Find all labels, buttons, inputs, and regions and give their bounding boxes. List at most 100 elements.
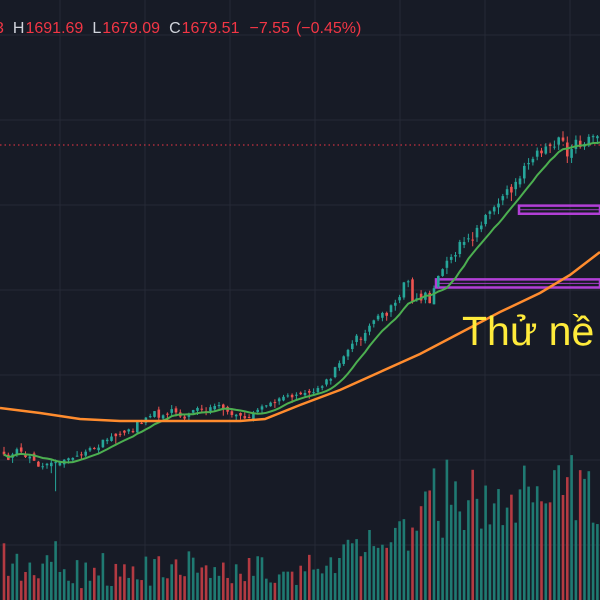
candle-body <box>437 275 440 287</box>
candle-body <box>303 392 307 396</box>
candle-up <box>351 340 354 353</box>
candle-up <box>286 393 290 398</box>
volume-bar <box>273 582 277 600</box>
candle-body <box>557 137 560 145</box>
candle-body <box>376 315 380 320</box>
candle-up <box>591 134 595 143</box>
volume-bar <box>191 557 195 600</box>
candle-body <box>286 395 290 397</box>
candle-up <box>84 449 87 458</box>
candle-body <box>510 186 513 193</box>
candle-body <box>548 144 552 147</box>
volume-bar <box>114 563 118 600</box>
candle-body <box>290 394 294 398</box>
candle-down <box>566 136 569 164</box>
candle-up <box>62 459 66 468</box>
volume-bar <box>256 556 259 600</box>
candle-up <box>484 213 487 227</box>
candle-up <box>372 319 376 328</box>
candle-body <box>282 396 285 401</box>
candle-up <box>269 401 272 407</box>
volume-bar <box>540 501 543 600</box>
candle-up <box>402 281 406 300</box>
candle-down <box>93 446 96 450</box>
candle-body <box>381 312 384 318</box>
candle-up <box>363 329 367 344</box>
open-value: 3 <box>0 20 4 37</box>
candle-body <box>273 402 277 404</box>
candle-up <box>398 294 401 304</box>
candle-down <box>359 336 363 346</box>
volume-bar <box>97 575 100 600</box>
candle-body <box>123 430 126 433</box>
candle-down <box>540 147 543 158</box>
volume-bar <box>170 564 173 600</box>
candle-up <box>54 459 57 492</box>
candle-body <box>342 356 345 364</box>
candle-up <box>50 458 53 474</box>
candle-up <box>449 254 453 264</box>
volume-bar <box>359 556 363 600</box>
volume-bar <box>419 506 423 600</box>
volume-bar <box>140 580 143 600</box>
volume-bar <box>183 576 186 600</box>
volume-bar <box>123 564 126 600</box>
candle-body <box>252 412 255 420</box>
candle-body <box>308 390 311 393</box>
candle-up <box>381 311 384 322</box>
candle-up <box>101 439 105 449</box>
candle-up <box>531 156 535 166</box>
volume-bar <box>200 567 204 600</box>
candle-up <box>544 143 548 155</box>
candle-up <box>480 221 483 233</box>
candle-body <box>200 408 204 410</box>
candle-body <box>591 136 595 138</box>
candle-body <box>2 451 6 455</box>
candle-body <box>492 207 496 212</box>
candle-body <box>15 449 19 455</box>
candle-body <box>299 392 302 395</box>
candle-body <box>157 409 161 418</box>
volume-bar <box>260 557 264 600</box>
candle-up <box>458 239 462 258</box>
volume-bar <box>338 558 341 600</box>
candle-down <box>561 131 565 143</box>
candle-up <box>136 420 139 434</box>
support-zones <box>434 204 600 289</box>
candle-up <box>316 385 320 394</box>
candle-body <box>505 189 509 195</box>
candle-body <box>346 349 350 357</box>
candle-body <box>359 338 363 340</box>
candle-body <box>432 288 436 305</box>
candle-body <box>514 181 517 190</box>
candle-up <box>454 251 457 262</box>
volume-bar <box>574 520 578 600</box>
candle-body <box>587 136 591 146</box>
candle-body <box>277 398 281 402</box>
candle-up <box>71 457 75 462</box>
volume-bar <box>376 547 380 600</box>
volume-bar <box>458 511 462 600</box>
volume-bar <box>166 578 169 600</box>
volume-bar <box>316 568 320 600</box>
volume-bar <box>587 471 591 600</box>
volume-bar <box>45 555 49 600</box>
candle-body <box>54 462 57 464</box>
candle-up <box>346 348 350 360</box>
high-label: H <box>12 20 25 37</box>
volume-bar <box>217 575 221 600</box>
candle-body <box>37 461 40 467</box>
volume-bar <box>308 554 311 600</box>
volume-bar <box>385 547 388 600</box>
candle-up <box>437 275 440 288</box>
close-label: C <box>169 20 181 37</box>
volume-bar <box>488 524 492 600</box>
candle-body <box>333 367 337 378</box>
candle-up <box>213 403 216 412</box>
candle-down <box>226 405 229 415</box>
volume-bar <box>303 571 307 600</box>
candle-body <box>209 407 212 411</box>
candle-body <box>419 293 423 301</box>
